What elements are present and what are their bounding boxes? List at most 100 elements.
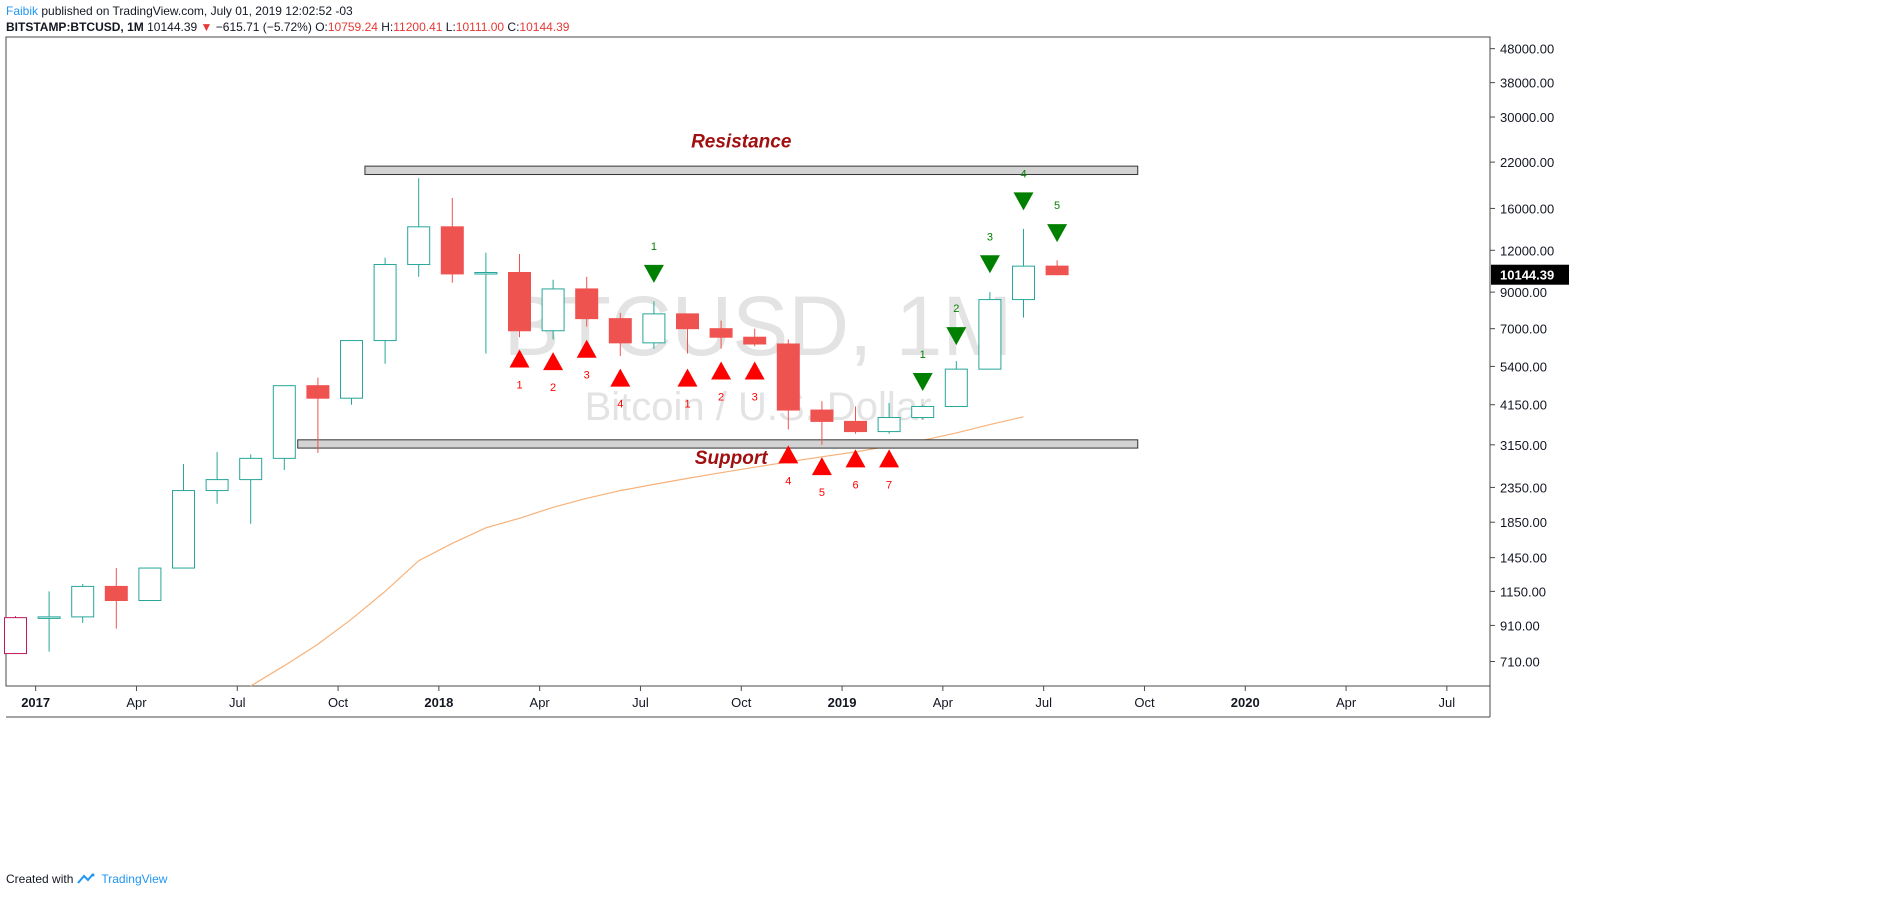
symbol-label: BITSTAMP:BTCUSD, 1M (6, 20, 144, 34)
y-tick-label: 1150.00 (1500, 584, 1546, 599)
x-tick-label: Jul (632, 695, 649, 710)
x-tick-label: 2020 (1231, 695, 1260, 710)
buy-signal-arrow-icon (879, 449, 900, 468)
y-tick-label: 910.00 (1500, 618, 1540, 633)
author-link[interactable]: Faibik (6, 4, 39, 18)
candle-body[interactable] (1012, 265, 1035, 301)
candle-body[interactable] (373, 264, 397, 342)
candle-body[interactable] (239, 457, 263, 481)
tradingview-brand-link[interactable]: TradingView (101, 872, 168, 886)
candle-body[interactable] (37, 616, 61, 619)
candle-body[interactable] (978, 299, 1002, 370)
sell-signal-count: 3 (987, 231, 993, 243)
buy-signal-arrow-icon (509, 349, 530, 368)
candle-body[interactable] (810, 409, 834, 422)
buy-signal-arrow-icon (744, 361, 765, 380)
candle-body[interactable] (340, 340, 363, 399)
support-zone[interactable] (297, 439, 1139, 449)
candle-body[interactable] (676, 313, 699, 330)
candle-body[interactable] (474, 271, 498, 275)
x-tick-label: 2019 (828, 695, 857, 710)
x-tick-label: Apr (530, 695, 551, 710)
candle-body[interactable] (205, 479, 229, 492)
y-tick-label: 3150.00 (1500, 438, 1547, 453)
y-tick-label: 30000.00 (1500, 110, 1554, 125)
candle-body[interactable] (407, 226, 431, 266)
candle-body[interactable] (272, 385, 296, 459)
candle-body[interactable] (608, 318, 632, 344)
sell-signal-count: 2 (953, 303, 959, 315)
candle-body[interactable] (877, 417, 901, 433)
sell-signal-count: 5 (1054, 200, 1060, 212)
sell-signal-arrow-icon (912, 373, 933, 392)
candle-body[interactable] (440, 226, 464, 275)
x-tick-label: Apr (126, 695, 147, 710)
y-tick-label: 9000.00 (1500, 285, 1547, 300)
buy-signal-count: 7 (886, 479, 892, 491)
candle-body[interactable] (4, 617, 27, 655)
high-value: 11200.41 (393, 20, 443, 34)
sell-signal-count: 1 (920, 349, 926, 361)
buy-signal-count: 3 (752, 392, 758, 404)
resistance-zone[interactable] (364, 165, 1139, 176)
buy-signal-count: 6 (852, 479, 858, 491)
buy-signal-arrow-icon (778, 445, 799, 464)
moving-average-line (250, 416, 1024, 687)
buy-signal-count: 4 (617, 399, 623, 411)
candle-body[interactable] (306, 385, 330, 399)
y-tick-label: 710.00 (1500, 655, 1540, 670)
candle-body[interactable] (104, 585, 128, 602)
publish-line: Faibik published on TradingView.com, Jul… (6, 4, 569, 18)
candle-body[interactable] (776, 343, 800, 411)
candle-body[interactable] (709, 328, 733, 338)
candle-body[interactable] (944, 368, 968, 407)
y-tick-label: 16000.00 (1500, 201, 1554, 216)
price-change: −615.71 (−5.72%) (215, 20, 312, 34)
tradingview-logo-icon (77, 873, 95, 884)
buy-signal-count: 4 (785, 475, 791, 487)
candle-body[interactable] (508, 271, 531, 332)
x-tick-label: Apr (1336, 695, 1357, 710)
candle-body[interactable] (911, 405, 935, 419)
buy-signal-arrow-icon (711, 361, 732, 380)
y-tick-label: 7000.00 (1500, 322, 1547, 337)
buy-signal-count: 3 (584, 370, 590, 382)
last-price: 10144.39 (147, 20, 198, 34)
candle-body[interactable] (743, 336, 767, 345)
buy-signal-arrow-icon (845, 449, 866, 468)
y-tick-label: 22000.00 (1500, 155, 1554, 170)
buy-signal-arrow-icon (610, 368, 631, 387)
buy-signal-count: 2 (718, 392, 724, 404)
resistance-label: Resistance (691, 132, 792, 153)
candle-body[interactable] (71, 585, 95, 618)
y-tick-label: 38000.00 (1500, 76, 1554, 91)
y-tick-label: 48000.00 (1500, 42, 1554, 57)
x-tick-label: Jul (1035, 695, 1052, 710)
x-tick-label: Apr (933, 695, 954, 710)
publish-info: published on TradingView.com, July 01, 2… (41, 4, 353, 18)
candle-body[interactable] (1045, 265, 1069, 276)
buy-signal-count: 1 (516, 380, 522, 392)
x-tick-label: Oct (328, 695, 349, 710)
x-tick-label: Jul (229, 695, 246, 710)
candle-body[interactable] (844, 420, 867, 433)
candle-body[interactable] (642, 313, 666, 344)
buy-signal-count: 2 (550, 382, 556, 394)
candle-body[interactable] (575, 288, 599, 320)
sell-signal-count: 4 (1020, 168, 1026, 180)
buy-signal-count: 1 (684, 399, 690, 411)
buy-signal-arrow-icon (543, 352, 564, 371)
candle-body[interactable] (541, 288, 565, 332)
support-label: Support (695, 448, 768, 469)
down-arrow-icon: ▼ (200, 20, 213, 34)
buy-signal-arrow-icon (811, 457, 832, 476)
candle-body[interactable] (138, 567, 162, 602)
footer: Created with TradingView (6, 872, 167, 886)
ohlc-line: BITSTAMP:BTCUSD, 1M 10144.39 ▼ −615.71 (… (6, 20, 569, 34)
y-tick-label: 4150.00 (1500, 398, 1547, 413)
candle-body[interactable] (172, 490, 195, 569)
close-value: 10144.39 (519, 20, 570, 34)
x-tick-label: Oct (1134, 695, 1155, 710)
sell-signal-arrow-icon (1013, 192, 1034, 211)
